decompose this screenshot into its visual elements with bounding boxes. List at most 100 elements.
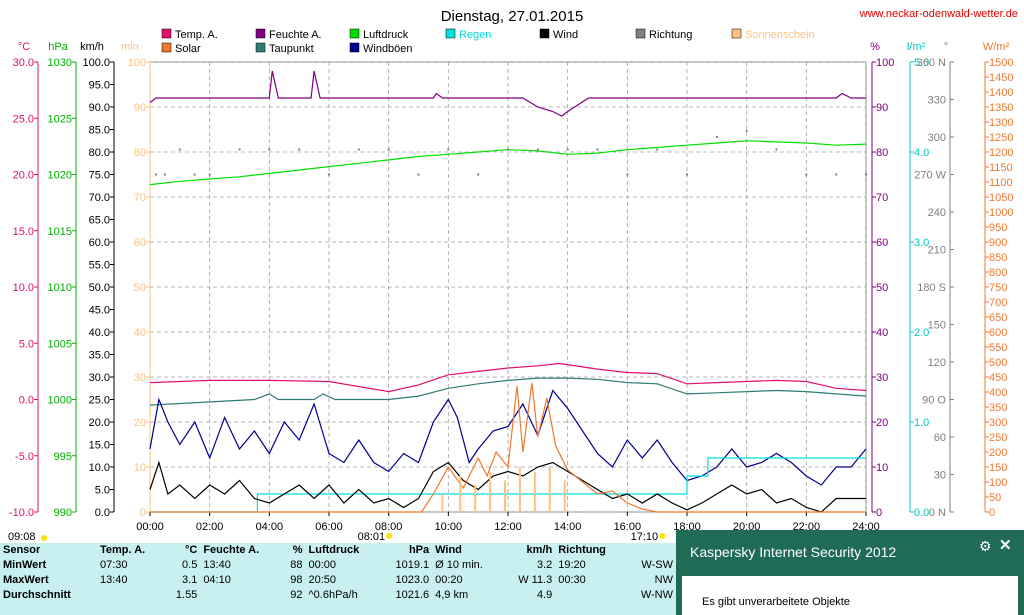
kaspersky-notification[interactable]: Kaspersky Internet Security 2012 ⚙ ✕ Es …: [676, 530, 1024, 615]
wind-axis-label: 35.0: [89, 350, 110, 362]
series-richtung-point: [835, 173, 838, 176]
stats-header-cell: [626, 543, 676, 558]
direction-axis-label: 120: [928, 357, 946, 369]
legend-swatch: [255, 28, 266, 39]
series-richtung-point: [208, 173, 211, 176]
direction-axis-label: 150: [928, 320, 946, 332]
sun-axis-label: 50: [134, 282, 146, 294]
stats-cell: W-NW: [640, 589, 673, 601]
pressure-axis-label: 1025: [48, 113, 72, 125]
solar-axis-label: 1050: [989, 192, 1013, 204]
series-richtung-point: [298, 148, 301, 151]
stats-cell: 19:20: [558, 559, 586, 571]
humidity-axis-label: 50: [876, 282, 888, 294]
pressure-axis-label: 1030: [48, 57, 72, 69]
series-richtung-point: [193, 173, 196, 176]
stats-header-cell: Wind: [435, 544, 462, 556]
stats-header-cell: Temp. A.: [100, 544, 146, 556]
solar-axis-label: 300: [989, 417, 1007, 429]
stats-cell: MinWert: [3, 559, 47, 571]
wind-axis-label: 65.0: [89, 215, 110, 227]
solar-axis-label: 250: [989, 432, 1007, 444]
wind-axis-label: 5.0: [95, 485, 110, 497]
wind-axis-label: 95.0: [89, 80, 110, 92]
stats-row-max: MaxWert 13:40 3.1 04:10 98 20:50 1023.0 …: [0, 573, 676, 588]
stats-cell: 13:40: [100, 574, 128, 586]
legend-label: Taupunkt: [269, 43, 314, 55]
direction-axis-label: 90 O: [922, 395, 946, 407]
legend-swatch: [255, 42, 266, 53]
series-richtung-point: [477, 173, 480, 176]
sun-axis-label: 80: [134, 147, 146, 159]
stats-cell: Durchschnitt: [3, 589, 71, 601]
solar-axis-label: 350: [989, 402, 1007, 414]
sun-event-label: 08:01: [358, 531, 386, 543]
time-label: 02:00: [196, 521, 224, 533]
rain-axis-label: 4.0: [914, 147, 929, 159]
notification-message[interactable]: Es gibt unverarbeitete Objekte: [702, 596, 850, 608]
stats-cell: W 11.3: [518, 574, 553, 586]
sun-axis-label: 0: [140, 507, 146, 519]
wind-axis-label: 40.0: [89, 327, 110, 339]
stats-cell: 3.2: [536, 559, 553, 571]
gear-icon[interactable]: ⚙: [979, 538, 992, 554]
temp-axis-label: 25.0: [13, 113, 34, 125]
rain-axis-label: 1.0: [914, 417, 929, 429]
pressure-axis-label: 1000: [48, 395, 72, 407]
legend-swatch: [161, 42, 172, 53]
wind-axis-label: 20.0: [89, 417, 110, 429]
close-icon[interactable]: ✕: [999, 537, 1012, 554]
stats-cell: NW: [654, 574, 673, 586]
legend: Temp. A. Solar Feuchte A. Taupunkt Luftdruck…: [161, 28, 815, 55]
temp-axis-label: 0.0: [19, 395, 34, 407]
wind-axis-label: 50.0: [89, 282, 110, 294]
stats-cell: [555, 588, 626, 603]
stats-header-cell: Sensor: [3, 544, 41, 556]
series-richtung-point: [268, 148, 271, 151]
temp-axis-label: -5.0: [15, 451, 34, 463]
series-richtung-point: [328, 173, 330, 176]
series-temp-a--line: [149, 362, 867, 393]
stats-cell: 3.1: [182, 574, 198, 586]
temp-axis-label: 30.0: [13, 57, 34, 69]
solar-axis-label: 50: [989, 492, 1001, 504]
stats-cell: 1019.1: [395, 559, 430, 571]
legend-label: Regen: [459, 29, 491, 41]
direction-axis-label: 0 N: [929, 507, 946, 519]
series-richtung-point: [596, 148, 599, 151]
rain-axis-label: 0.0: [914, 507, 929, 519]
stats-cell: 98: [290, 574, 303, 586]
wind-axis-label: 80.0: [89, 147, 110, 159]
wind-axis-label: 60.0: [89, 237, 110, 249]
pressure-axis-label: 995: [54, 451, 72, 463]
direction-axis-label: 270 W: [914, 170, 946, 182]
solar-axis-label: 850: [989, 252, 1007, 264]
stats-header-cell: hPa: [408, 544, 430, 556]
sun-event-label: 17:10: [631, 531, 659, 543]
stats-cell: 00:30: [558, 574, 586, 586]
wind-axis-label: 85.0: [89, 125, 110, 137]
humidity-axis-label: 10: [876, 462, 888, 474]
axis-unit-pressure: hPa: [48, 41, 68, 53]
legend-swatch: [349, 28, 360, 39]
notification-title: Kaspersky Internet Security 2012: [690, 544, 897, 560]
solar-axis-label: 1250: [989, 132, 1013, 144]
wind-axis-label: 90.0: [89, 102, 110, 114]
pressure-axis-label: 1020: [48, 170, 72, 182]
series-richtung-point: [178, 148, 181, 151]
solar-axis-label: 650: [989, 312, 1007, 324]
humidity-axis-label: 60: [876, 237, 888, 249]
stats-header-cell: km/h: [526, 544, 553, 556]
temp-axis-label: 15.0: [13, 226, 34, 238]
series-richtung-point: [536, 148, 539, 151]
pressure-axis-label: 990: [54, 507, 72, 519]
stats-cell: 4.9: [536, 589, 553, 601]
series-richtung-point: [447, 148, 450, 151]
wind-axis-label: 100.0: [82, 57, 110, 69]
wind-axis-label: 25.0: [89, 395, 110, 407]
rain-axis-label: 2.0: [914, 327, 929, 339]
series-richtung-point: [566, 148, 569, 151]
time-label: 06:00: [315, 521, 343, 533]
time-label: 12:00: [494, 521, 522, 533]
humidity-axis-label: 100: [876, 57, 894, 69]
